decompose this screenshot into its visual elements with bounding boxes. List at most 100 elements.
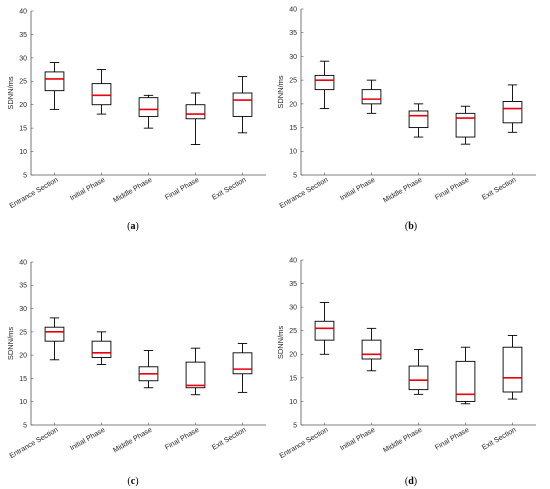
y-tick-label: 10	[19, 149, 27, 156]
caption-close: )	[414, 221, 417, 232]
iqr-box	[91, 340, 112, 358]
box-initial-phase	[361, 327, 382, 372]
panel-caption: (d)	[405, 476, 417, 487]
box-entrance-section	[314, 301, 335, 355]
x-tick-label: Initial Phase	[338, 175, 376, 202]
x-tick-label: Final Phase	[163, 425, 200, 452]
iqr-box	[361, 339, 382, 360]
x-tick-label: Initial Phase	[338, 425, 376, 452]
box-entrance-section	[44, 62, 65, 110]
x-tick-label: Entrance Section	[278, 175, 330, 210]
caption-open: (	[127, 476, 131, 487]
y-tick-label: 20	[289, 352, 297, 359]
y-tick-label: 25	[19, 79, 27, 86]
y-tick-label: 20	[289, 101, 297, 108]
caption-open: (	[405, 476, 409, 487]
x-tick-label: Entrance Section	[8, 425, 60, 460]
y-tick-label: 30	[289, 305, 297, 312]
box-middle-phase	[138, 94, 159, 129]
y-tick-label: 10	[19, 399, 27, 406]
iqr-box	[502, 101, 523, 124]
y-axis-label: SDNN/ms	[6, 327, 15, 361]
y-tick-label: 5	[23, 172, 27, 179]
chart-panel-d: 5 10 15 20 25 30 35 40 SDNN/ms Entrance Section In…	[276, 257, 536, 487]
x-tick-label: Exit Section	[480, 175, 517, 202]
iqr-box	[44, 326, 65, 342]
box-initial-phase	[91, 69, 112, 115]
box-entrance-section	[44, 317, 65, 361]
iqr-box	[232, 92, 253, 117]
y-tick-label: 30	[19, 55, 27, 62]
y-axis-label: SDNN/ms	[276, 75, 285, 109]
iqr-box	[185, 104, 206, 120]
box-exit-section	[502, 84, 523, 133]
panel-caption: (c)	[127, 476, 138, 487]
y-tick-label: 35	[289, 281, 297, 288]
chart-panel-a: 5 10 15 20 25 30 35 40 SDNN/ms Entrance Section In…	[6, 8, 266, 232]
box-exit-section	[502, 334, 523, 400]
box-final-phase	[455, 105, 476, 145]
y-tick-label: 25	[19, 329, 27, 336]
caption-close: )	[135, 476, 138, 487]
x-tick-label: Exit Section	[210, 425, 247, 452]
y-tick-label: 5	[293, 172, 297, 179]
box-exit-section	[232, 343, 253, 393]
box-middle-phase	[138, 350, 159, 389]
iqr-box	[91, 83, 112, 106]
x-tick-label: Final Phase	[433, 175, 470, 202]
y-tick-label: 15	[19, 126, 27, 133]
panel-caption: (a)	[127, 221, 139, 232]
y-tick-label: 25	[289, 78, 297, 85]
x-tick-label: Middle Phase	[111, 175, 153, 205]
y-tick-label: 35	[19, 32, 27, 39]
y-tick-label: 20	[19, 353, 27, 360]
x-tick-label: Middle Phase	[111, 425, 153, 455]
y-tick-label: 30	[289, 54, 297, 61]
box-middle-phase	[408, 349, 429, 395]
x-tick-label: Final Phase	[433, 425, 470, 452]
box-final-phase	[185, 92, 206, 145]
x-tick-label: Middle Phase	[381, 175, 423, 205]
caption-close: )	[136, 221, 139, 232]
iqr-box	[138, 97, 159, 117]
x-tick-label: Final Phase	[163, 175, 200, 202]
iqr-box	[232, 352, 253, 375]
y-tick-label: 10	[289, 149, 297, 156]
box-initial-phase	[361, 79, 382, 114]
caption-letter: b	[408, 221, 414, 232]
x-tick-label: Exit Section	[480, 425, 517, 452]
y-tick-label: 40	[19, 259, 27, 266]
box-entrance-section	[314, 60, 335, 110]
chart-panel-b: 5 10 15 20 25 30 35 40 SDNN/ms Entrance Section In…	[276, 6, 536, 232]
x-tick-label: Entrance Section	[8, 175, 60, 210]
y-axis-label: SDNN/ms	[276, 326, 285, 360]
iqr-box	[408, 110, 429, 129]
caption-letter: d	[408, 476, 414, 487]
caption-close: )	[414, 476, 417, 487]
x-tick-label: Middle Phase	[381, 425, 423, 455]
y-tick-label: 35	[19, 283, 27, 290]
iqr-box	[455, 360, 476, 402]
y-tick-label: 40	[289, 6, 297, 13]
x-tick-label: Exit Section	[210, 175, 247, 202]
x-tick-label: Initial Phase	[68, 175, 106, 202]
caption-open: (	[405, 221, 409, 232]
iqr-box	[408, 365, 429, 391]
panel-caption: (b)	[405, 221, 417, 232]
caption-letter: a	[131, 221, 136, 232]
iqr-box	[502, 346, 523, 393]
y-tick-label: 15	[19, 376, 27, 383]
box-final-phase	[455, 346, 476, 405]
y-tick-label: 5	[23, 422, 27, 429]
y-axis-label: SDNN/ms	[6, 76, 15, 110]
iqr-box	[314, 74, 335, 91]
box-middle-phase	[408, 103, 429, 138]
x-tick-label: Entrance Section	[278, 425, 330, 460]
y-tick-label: 20	[19, 102, 27, 109]
box-final-phase	[185, 347, 206, 396]
x-tick-label: Initial Phase	[68, 425, 106, 452]
caption-open: (	[127, 221, 131, 232]
iqr-box	[455, 112, 476, 138]
y-tick-label: 10	[289, 399, 297, 406]
